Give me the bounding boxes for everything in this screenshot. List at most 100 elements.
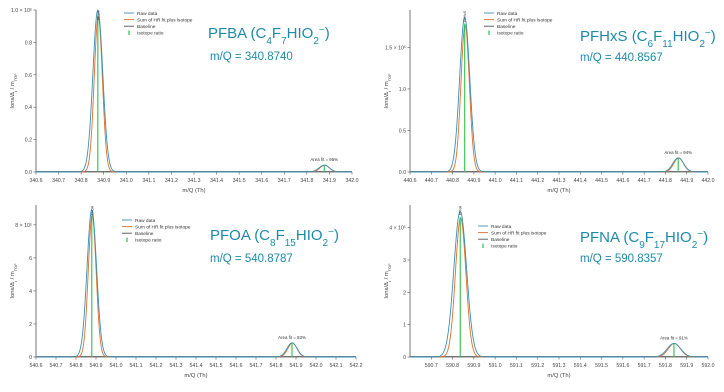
x-tick-label: 341.3 — [188, 178, 201, 184]
area-fit-annotation: Area fit = 94% — [664, 150, 692, 155]
y-tick-label: 8 × 10⁵ — [15, 223, 32, 229]
y-tick-label: 0.4 — [25, 105, 32, 111]
y-axis-label: Ions/Δt / mTOF — [384, 73, 392, 109]
x-tick-label: 341.9 — [323, 178, 336, 184]
x-tick-label: 541.3 — [170, 363, 183, 369]
x-tick-label: 590.9 — [467, 363, 480, 369]
chart-title: PFHxS (C6F11HIO2−) — [580, 28, 716, 50]
x-tick-label: 340.8 — [75, 178, 88, 184]
x-tick-label: 540.6 — [30, 363, 43, 369]
x-tick-label: 541.9 — [290, 363, 303, 369]
x-tick-label: 441.8 — [659, 178, 672, 184]
x-tick-label: 591.7 — [638, 363, 651, 369]
raw-data-series — [410, 210, 708, 358]
x-tick-label: 541.6 — [230, 363, 243, 369]
x-tick-label: 440.7 — [425, 178, 438, 184]
legend-entry: Baseline — [135, 231, 154, 237]
x-tick-label: 591.2 — [531, 363, 544, 369]
y-tick-label: 0.0 — [399, 170, 406, 176]
legend-entry: Isotope ratio — [137, 31, 164, 37]
x-tick-label: 541.2 — [150, 363, 163, 369]
x-tick-label: 541.8 — [270, 363, 283, 369]
chart-subtitle: m/Q = 440.8567 — [580, 52, 663, 64]
y-tick-label: 0.0 — [25, 170, 32, 176]
legend-entry: Isotope ratio — [491, 244, 518, 250]
x-axis-label: m/Q (Th) — [547, 373, 570, 379]
chart-subtitle: m/Q = 340.8740 — [210, 51, 293, 63]
chart-subtitle: m/Q = 590.8357 — [580, 253, 663, 265]
y-tick-label: 1 — [403, 323, 406, 329]
x-tick-label: 592.0 — [702, 363, 715, 369]
x-axis-label: m/Q (Th) — [184, 373, 207, 379]
chart-panel-pfba: 340.6 340.7 340.8 340.9 341.0 341.1 341.2 341.3… — [10, 8, 359, 194]
x-tick-label: 542.1 — [330, 363, 343, 369]
x-tick-label: 591.3 — [553, 363, 566, 369]
x-tick-label: 541.0 — [110, 363, 123, 369]
legend-entry: Isotope ratio — [497, 31, 524, 37]
area-fit-annotation: Area fit = 95% — [310, 157, 338, 162]
x-tick-label: 441.2 — [531, 178, 544, 184]
raw-data-series — [36, 209, 356, 358]
legend-entry: Sum of HR fit plus isotope — [491, 230, 547, 236]
legend-entry: Raw data — [135, 218, 156, 224]
x-tick-label: 541.7 — [250, 363, 263, 369]
x-tick-label: 442.0 — [702, 178, 715, 184]
x-tick-label: 541.5 — [210, 363, 223, 369]
x-tick-label: 441.3 — [553, 178, 566, 184]
x-tick-label: 340.9 — [97, 178, 110, 184]
y-tick-label: 0.8 — [25, 40, 32, 46]
y-tick-label: 1.0 × 10⁶ — [11, 8, 32, 14]
y-tick-label: 2 — [29, 322, 32, 328]
x-tick-label: 591.1 — [510, 363, 523, 369]
x-tick-label: 341.8 — [300, 178, 313, 184]
x-tick-label: 591.6 — [616, 363, 629, 369]
y-tick-label: 0 — [403, 355, 406, 361]
x-axis-label: m/Q (Th) — [547, 188, 570, 194]
x-tick-label: 341.1 — [142, 178, 155, 184]
x-tick-label: 540.8 — [70, 363, 83, 369]
chart-title: PFNA (C9F17HIO2−) — [580, 229, 708, 251]
y-tick-label: 1.0 — [399, 87, 406, 93]
peak-label: PFBA — [96, 10, 100, 20]
y-tick-label: 2 — [403, 290, 406, 296]
chart-title: PFOA (C8F15HIO2−) — [210, 227, 339, 249]
legend-entry: Baseline — [491, 237, 510, 243]
area-fit-annotation: Area fit = 93% — [278, 335, 306, 340]
x-tick-label: 342.0 — [346, 178, 359, 184]
peak-label: PFNA — [459, 205, 463, 215]
x-tick-label: 441.6 — [616, 178, 629, 184]
x-tick-label: 540.7 — [50, 363, 63, 369]
raw-data-series — [410, 16, 708, 173]
peak-label: PFOA — [90, 205, 94, 215]
y-tick-label: 0.6 — [25, 73, 32, 79]
x-tick-label: 340.6 — [30, 178, 43, 184]
y-axis-label: Ions/Δt / mTOF — [10, 263, 18, 299]
x-tick-label: 441.4 — [574, 178, 587, 184]
x-tick-label: 441.7 — [638, 178, 651, 184]
legend-entry: Baseline — [137, 24, 156, 30]
x-tick-label: 341.4 — [210, 178, 223, 184]
x-tick-label: 541.1 — [130, 363, 143, 369]
x-tick-label: 590.7 — [425, 363, 438, 369]
chart-subtitle: m/Q = 540.8787 — [210, 253, 293, 265]
x-tick-label: 591.9 — [680, 363, 693, 369]
x-tick-label: 540.9 — [90, 363, 103, 369]
chart-panel-pfna: 590.7 590.8 590.9 591.0 591.1 591.2 591.3 591.4… — [384, 205, 715, 379]
legend-entry: Raw data — [137, 11, 158, 17]
x-tick-label: 341.6 — [255, 178, 268, 184]
y-tick-label: 0.5 — [399, 128, 406, 134]
x-tick-label: 341.7 — [278, 178, 291, 184]
y-tick-label: 3 — [403, 258, 406, 264]
x-tick-label: 541.4 — [190, 363, 203, 369]
y-tick-label: 1.5 × 10⁶ — [385, 45, 406, 51]
raw-data-series — [36, 9, 352, 173]
peak-label: PFHxS — [463, 10, 467, 21]
y-axis-label: Ions/Δt / mTOF — [384, 263, 392, 299]
x-tick-label: 341.2 — [165, 178, 178, 184]
